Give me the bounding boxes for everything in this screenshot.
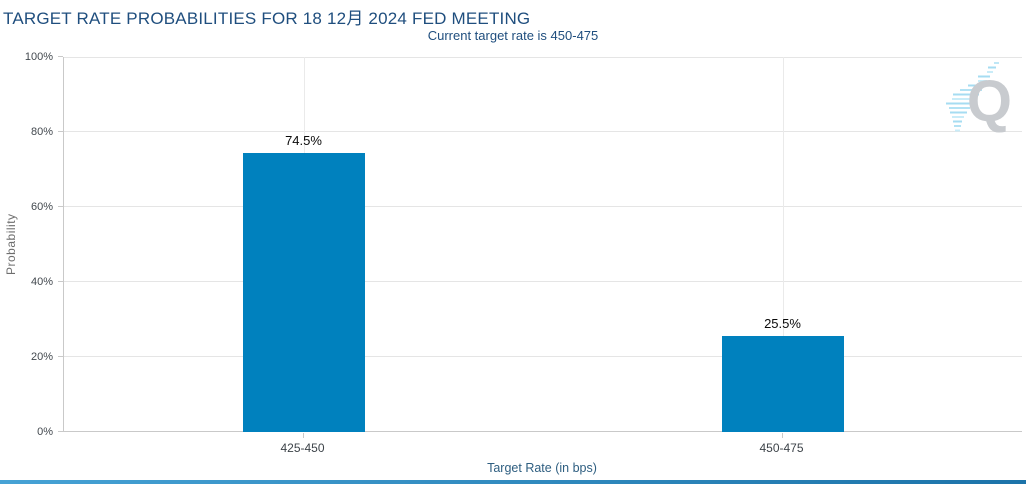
ytick-mark: [58, 431, 63, 432]
bar-value-label: 74.5%: [285, 132, 322, 148]
xtick-mark: [302, 433, 304, 438]
ytick-label: 100%: [24, 51, 53, 63]
vertical-gridline: [782, 57, 784, 432]
ytick-mark: [58, 281, 63, 282]
plot-area: 74.5% 25.5%: [63, 57, 1022, 432]
chart-context-menu-button[interactable]: [995, 8, 1018, 30]
category-column-450-475: 25.5%: [543, 57, 1022, 432]
chart-subtitle: Current target rate is 450-475: [427, 28, 599, 43]
ytick-label: 60%: [30, 201, 53, 213]
ytick-mark: [58, 206, 63, 207]
x-axis-title: Target Rate (in bps): [487, 461, 597, 475]
gridline-20%: [64, 356, 1022, 357]
ytick-label: 20%: [30, 351, 53, 363]
category-column-425-450: 74.5%: [64, 57, 543, 432]
gridline-0%: [64, 431, 1022, 432]
y-axis: 0% 20% 40% 60% 80% 100%: [0, 51, 63, 438]
probability-bar-450-475[interactable]: [721, 336, 844, 432]
gridline-60%: [64, 206, 1022, 207]
ytick-mark: [58, 56, 63, 57]
xtick-label: 425-450: [280, 441, 325, 455]
gridline-40%: [64, 281, 1022, 282]
ytick-label: 0%: [37, 426, 53, 438]
x-axis: 425-450 450-475: [63, 433, 1021, 459]
gridline-80%: [64, 131, 1022, 132]
ytick-label: 40%: [30, 276, 53, 288]
xtick-mark: [781, 433, 783, 438]
ytick-mark: [58, 131, 63, 132]
chart-title: TARGET RATE PROBABILITIES FOR 18 12月 202…: [3, 9, 531, 28]
bottom-accent-bar: [0, 480, 1026, 484]
probability-bar-425-450[interactable]: [242, 152, 365, 432]
bar-value-label: 25.5%: [764, 316, 801, 332]
gridline-100%: [64, 57, 1022, 58]
ytick-mark: [58, 356, 63, 357]
xtick-label: 450-475: [759, 441, 804, 455]
ytick-label: 80%: [30, 126, 53, 138]
